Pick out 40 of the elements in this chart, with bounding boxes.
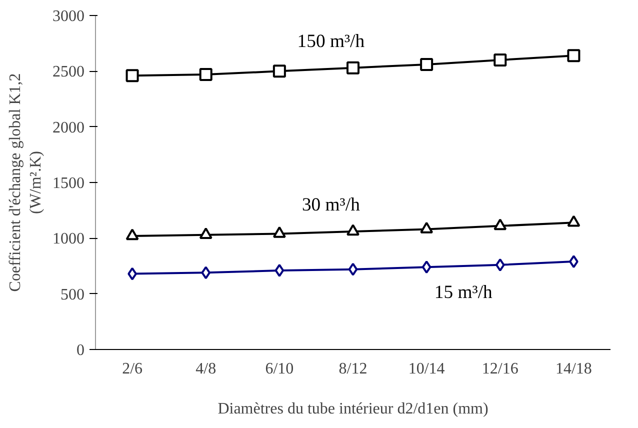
x-tick-label: 14/18: [555, 360, 592, 378]
x-tick-label: 4/8: [196, 360, 216, 378]
point: [199, 227, 212, 239]
point: [422, 260, 432, 274]
y-tick-label: 500: [60, 286, 84, 304]
point: [272, 226, 286, 238]
y-tick-label: 1000: [52, 230, 84, 248]
y-tick-label: 2500: [52, 64, 84, 81]
point: [567, 215, 580, 227]
point: [272, 64, 286, 78]
x-tick-label: 10/14: [408, 360, 445, 378]
y-tick-label: 0: [76, 342, 84, 359]
point: [420, 222, 434, 234]
x-tick-label: 12/16: [482, 360, 518, 378]
point: [201, 266, 211, 280]
point: [569, 255, 578, 268]
point: [346, 61, 360, 74]
series-label: 30 m³/h: [302, 194, 361, 216]
point: [567, 49, 580, 62]
x-axis-title: Diamètres du tube intérieur d2/d1en (mm): [218, 400, 488, 418]
point: [199, 68, 212, 82]
point: [348, 262, 358, 276]
point: [494, 218, 507, 230]
point: [420, 58, 434, 71]
point: [494, 54, 507, 67]
point: [126, 69, 139, 82]
y-tick-label: 3000: [52, 8, 84, 25]
point: [126, 228, 139, 240]
point: [495, 258, 505, 272]
x-tick-label: 6/10: [265, 360, 294, 378]
x-tick-label: 2/6: [122, 360, 143, 378]
x-tick-label: 8/12: [338, 360, 368, 378]
y-tick-label: 1500: [52, 175, 84, 192]
series-label: 15 m³/h: [434, 282, 493, 303]
point: [274, 264, 284, 277]
y-axis-title: Coefficient d'échange global K1,2 (W/m².K): [7, 73, 44, 292]
point: [128, 267, 137, 280]
series-label: 150 m³/h: [297, 30, 366, 52]
point: [346, 224, 360, 236]
y-tick-label: 2000: [52, 119, 84, 136]
